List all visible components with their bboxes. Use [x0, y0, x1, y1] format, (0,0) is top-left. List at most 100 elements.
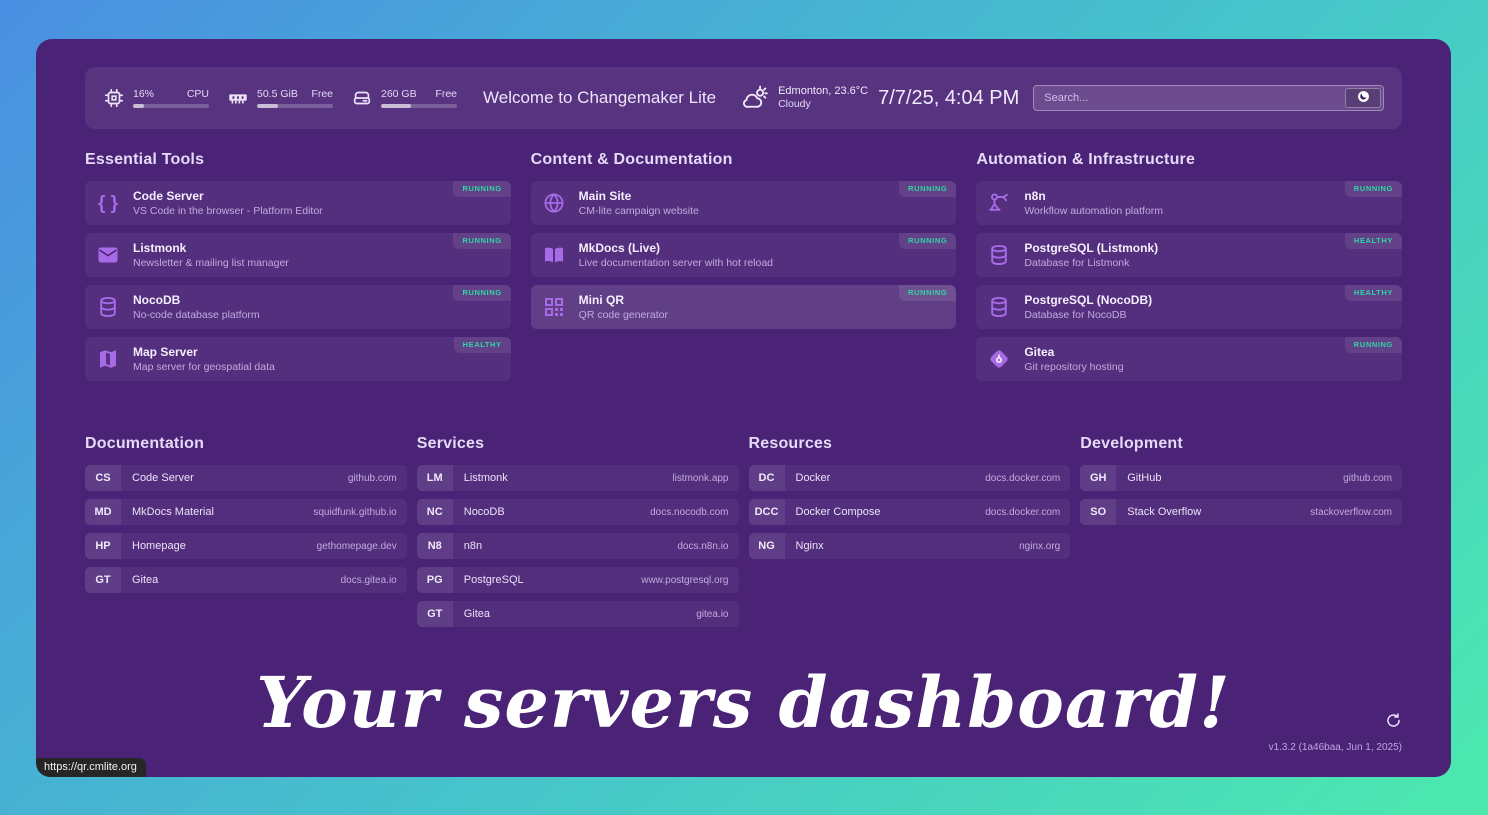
bookmark-link[interactable]: CS Code Server github.com [85, 465, 407, 491]
link-url-tooltip: https://qr.cmlite.org [36, 758, 146, 777]
duckduckgo-icon [1357, 90, 1370, 106]
service-title: Mini QR [578, 293, 624, 307]
stat-value: 16% [133, 88, 155, 100]
status-badge: HEALTHY [453, 337, 511, 353]
resource-stat: 260 GB Free [351, 87, 457, 109]
status-badge: HEALTHY [1344, 285, 1402, 301]
service-title: NocoDB [133, 293, 181, 307]
bookmark-abbr: DCC [748, 499, 785, 525]
bookmark-domain: nginx.org [1019, 540, 1061, 552]
bookmark-name: Stack Overflow [1127, 506, 1202, 518]
service-group-title: Automation & Infrastructure [976, 151, 1196, 168]
service-description: Live documentation server with hot reloa… [578, 257, 774, 269]
bookmark-link[interactable]: GH GitHub github.com [1080, 465, 1402, 491]
envelope-icon [95, 242, 121, 268]
status-badge: RUNNING [1344, 181, 1402, 197]
resource-stats: 16% CPU 50.5 GiB Free 260 GB Free [103, 87, 457, 109]
robot-icon [986, 190, 1012, 216]
service-group-title: Content & Documentation [530, 151, 733, 168]
bookmark-link[interactable]: GT Gitea docs.gitea.io [85, 567, 407, 593]
bookmark-link[interactable]: LM Listmonk listmonk.app [416, 465, 739, 491]
resource-stat: 50.5 GiB Free [227, 87, 333, 109]
bookmark-name: Homepage [132, 540, 186, 552]
search-provider-button[interactable] [1345, 88, 1381, 108]
database-icon [986, 294, 1012, 320]
bookmark-link[interactable]: DCC Docker Compose docs.docker.com [748, 499, 1071, 525]
service-description: Map server for geospatial data [133, 361, 275, 373]
database-icon [95, 294, 121, 320]
service-card[interactable]: NocoDB No-code database platform RUNNING [85, 285, 511, 329]
resource-stat: 16% CPU [103, 87, 209, 109]
service-card[interactable]: PostgreSQL (NocoDB) Database for NocoDB … [976, 285, 1402, 329]
service-card[interactable]: Listmonk Newsletter & mailing list manag… [85, 233, 511, 277]
service-card[interactable]: Gitea Git repository hosting RUNNING [976, 337, 1402, 381]
bookmark-name: Code Server [132, 472, 194, 484]
header-bar: 16% CPU 50.5 GiB Free 260 GB Free Welcom… [85, 67, 1402, 129]
service-card[interactable]: Mini QR QR code generator RUNNING [530, 285, 957, 329]
bookmark-domain: www.postgresql.org [641, 574, 729, 586]
service-card[interactable]: MkDocs (Live) Live documentation server … [530, 233, 957, 277]
service-group: Content & Documentation Main Site CM-lit… [530, 151, 957, 389]
service-title: PostgreSQL (NocoDB) [1024, 293, 1153, 307]
bookmark-abbr: MD [85, 499, 121, 525]
bookmark-link[interactable]: DC Docker docs.docker.com [748, 465, 1071, 491]
bookmark-abbr: LM [416, 465, 453, 491]
weather-condition: Cloudy [778, 98, 811, 111]
service-description: QR code generator [578, 309, 668, 321]
bookmark-link[interactable]: PG PostgreSQL www.postgresql.org [416, 567, 739, 593]
bookmark-name: n8n [463, 540, 483, 552]
stat-progress-bar [133, 104, 209, 108]
bookmark-abbr: SO [1080, 499, 1117, 525]
bookmark-group: Services LM Listmonk listmonk.app NC Noc… [416, 435, 739, 635]
service-title: Main Site [578, 189, 632, 203]
stat-progress-bar [381, 104, 457, 108]
gitea-icon [986, 346, 1012, 372]
bookmark-link[interactable]: SO Stack Overflow stackoverflow.com [1080, 499, 1402, 525]
bookmark-domain: stackoverflow.com [1310, 506, 1392, 518]
stat-value: 260 GB [381, 88, 417, 100]
service-description: VS Code in the browser - Platform Editor [133, 205, 323, 217]
bookmark-domain: docs.docker.com [985, 472, 1061, 484]
bookmark-group: Development GH GitHub github.com SO Stac… [1080, 435, 1402, 533]
bookmark-domain: docs.gitea.io [340, 574, 397, 586]
bookmark-link[interactable]: HP Homepage gethomepage.dev [85, 533, 407, 559]
bookmark-link[interactable]: N8 n8n docs.n8n.io [416, 533, 739, 559]
code-brackets-icon: { } [97, 192, 119, 214]
bookmark-link[interactable]: NG Nginx nginx.org [748, 533, 1071, 559]
service-title: MkDocs (Live) [578, 241, 661, 255]
bookmark-name: Nginx [795, 540, 824, 552]
bookmark-abbr: GT [85, 567, 121, 593]
status-badge: RUNNING [1344, 337, 1402, 353]
bookmark-abbr: NC [416, 499, 453, 525]
status-badge: RUNNING [453, 181, 511, 197]
bookmark-group-title: Development [1080, 435, 1183, 452]
service-card[interactable]: Map Server Map server for geospatial dat… [85, 337, 511, 381]
bookmark-name: MkDocs Material [132, 506, 214, 518]
weather-widget[interactable]: Edmonton, 23.6°C Cloudy [742, 84, 868, 112]
service-description: CM-lite campaign website [578, 205, 699, 217]
service-card[interactable]: Main Site CM-lite campaign website RUNNI… [530, 181, 957, 225]
service-title: Listmonk [133, 241, 187, 255]
stat-label: Free [435, 88, 457, 100]
refresh-button[interactable] [1385, 712, 1402, 732]
bookmark-domain: github.com [347, 472, 397, 484]
bookmark-domain: gethomepage.dev [316, 540, 397, 552]
search-input[interactable] [1033, 85, 1384, 111]
service-title: Map Server [133, 345, 198, 359]
stat-value: 50.5 GiB [257, 88, 298, 100]
panel-footer: v1.3.2 (1a46baa, Jun 1, 2025) [1269, 712, 1402, 753]
bookmark-link[interactable]: MD MkDocs Material squidfunk.github.io [85, 499, 407, 525]
bookmark-domain: gitea.io [696, 608, 729, 620]
service-sections: Essential Tools { } Code Server VS Code … [85, 151, 1402, 389]
service-card[interactable]: n8n Workflow automation platform RUNNING [976, 181, 1402, 225]
service-group: Essential Tools { } Code Server VS Code … [85, 151, 511, 389]
bookmark-link[interactable]: NC NocoDB docs.nocodb.com [416, 499, 739, 525]
bookmark-domain: listmonk.app [672, 472, 729, 484]
stat-progress-bar [257, 104, 333, 108]
bookmark-name: GitHub [1127, 472, 1162, 484]
service-card[interactable]: { } Code Server VS Code in the browser -… [85, 181, 511, 225]
cloud-sun-icon [742, 84, 770, 112]
bookmark-link[interactable]: GT Gitea gitea.io [416, 601, 739, 627]
service-card[interactable]: PostgreSQL (Listmonk) Database for Listm… [976, 233, 1402, 277]
